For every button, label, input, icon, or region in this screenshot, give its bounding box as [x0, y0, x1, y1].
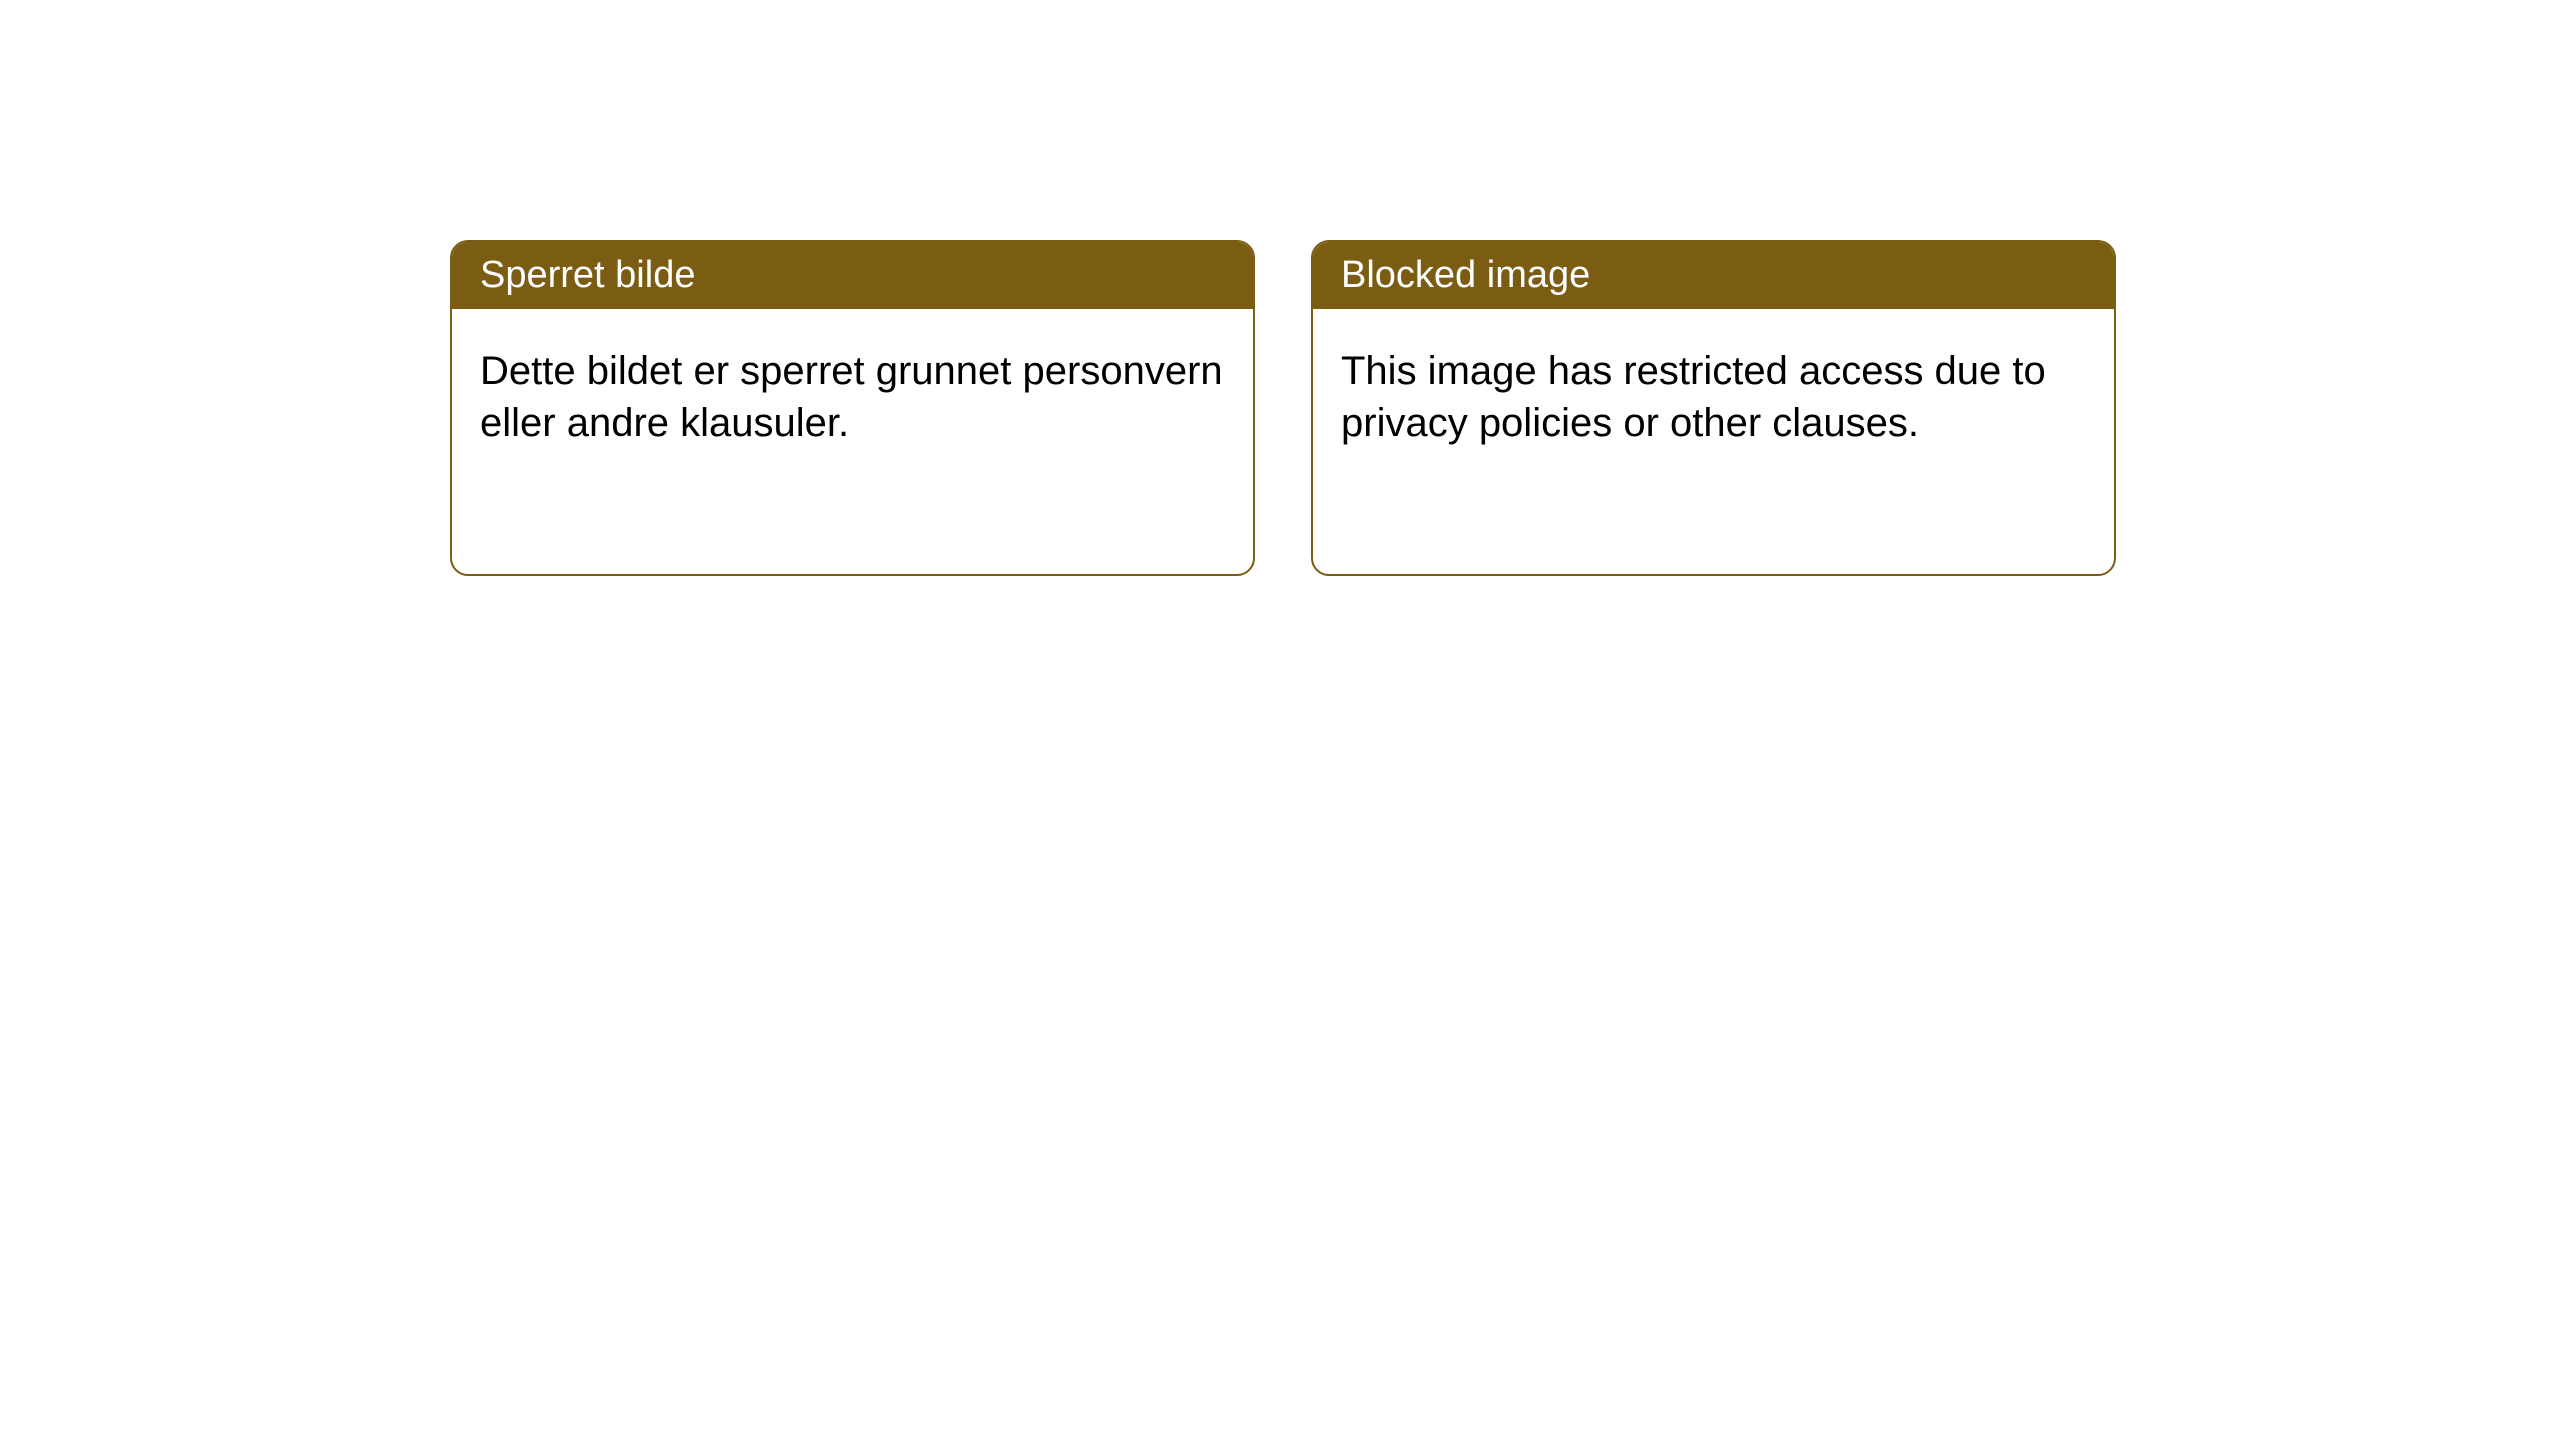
card-header-english: Blocked image	[1313, 242, 2114, 309]
cards-container: Sperret bilde Dette bildet er sperret gr…	[0, 0, 2560, 576]
card-header-norwegian: Sperret bilde	[452, 242, 1253, 309]
blocked-image-card-english: Blocked image This image has restricted …	[1311, 240, 2116, 576]
card-body-text: Dette bildet er sperret grunnet personve…	[480, 349, 1223, 445]
card-title: Blocked image	[1341, 254, 1590, 296]
card-body-english: This image has restricted access due to …	[1313, 309, 2114, 485]
card-body-norwegian: Dette bildet er sperret grunnet personve…	[452, 309, 1253, 485]
card-title: Sperret bilde	[480, 254, 695, 296]
blocked-image-card-norwegian: Sperret bilde Dette bildet er sperret gr…	[450, 240, 1255, 576]
card-body-text: This image has restricted access due to …	[1341, 349, 2046, 445]
